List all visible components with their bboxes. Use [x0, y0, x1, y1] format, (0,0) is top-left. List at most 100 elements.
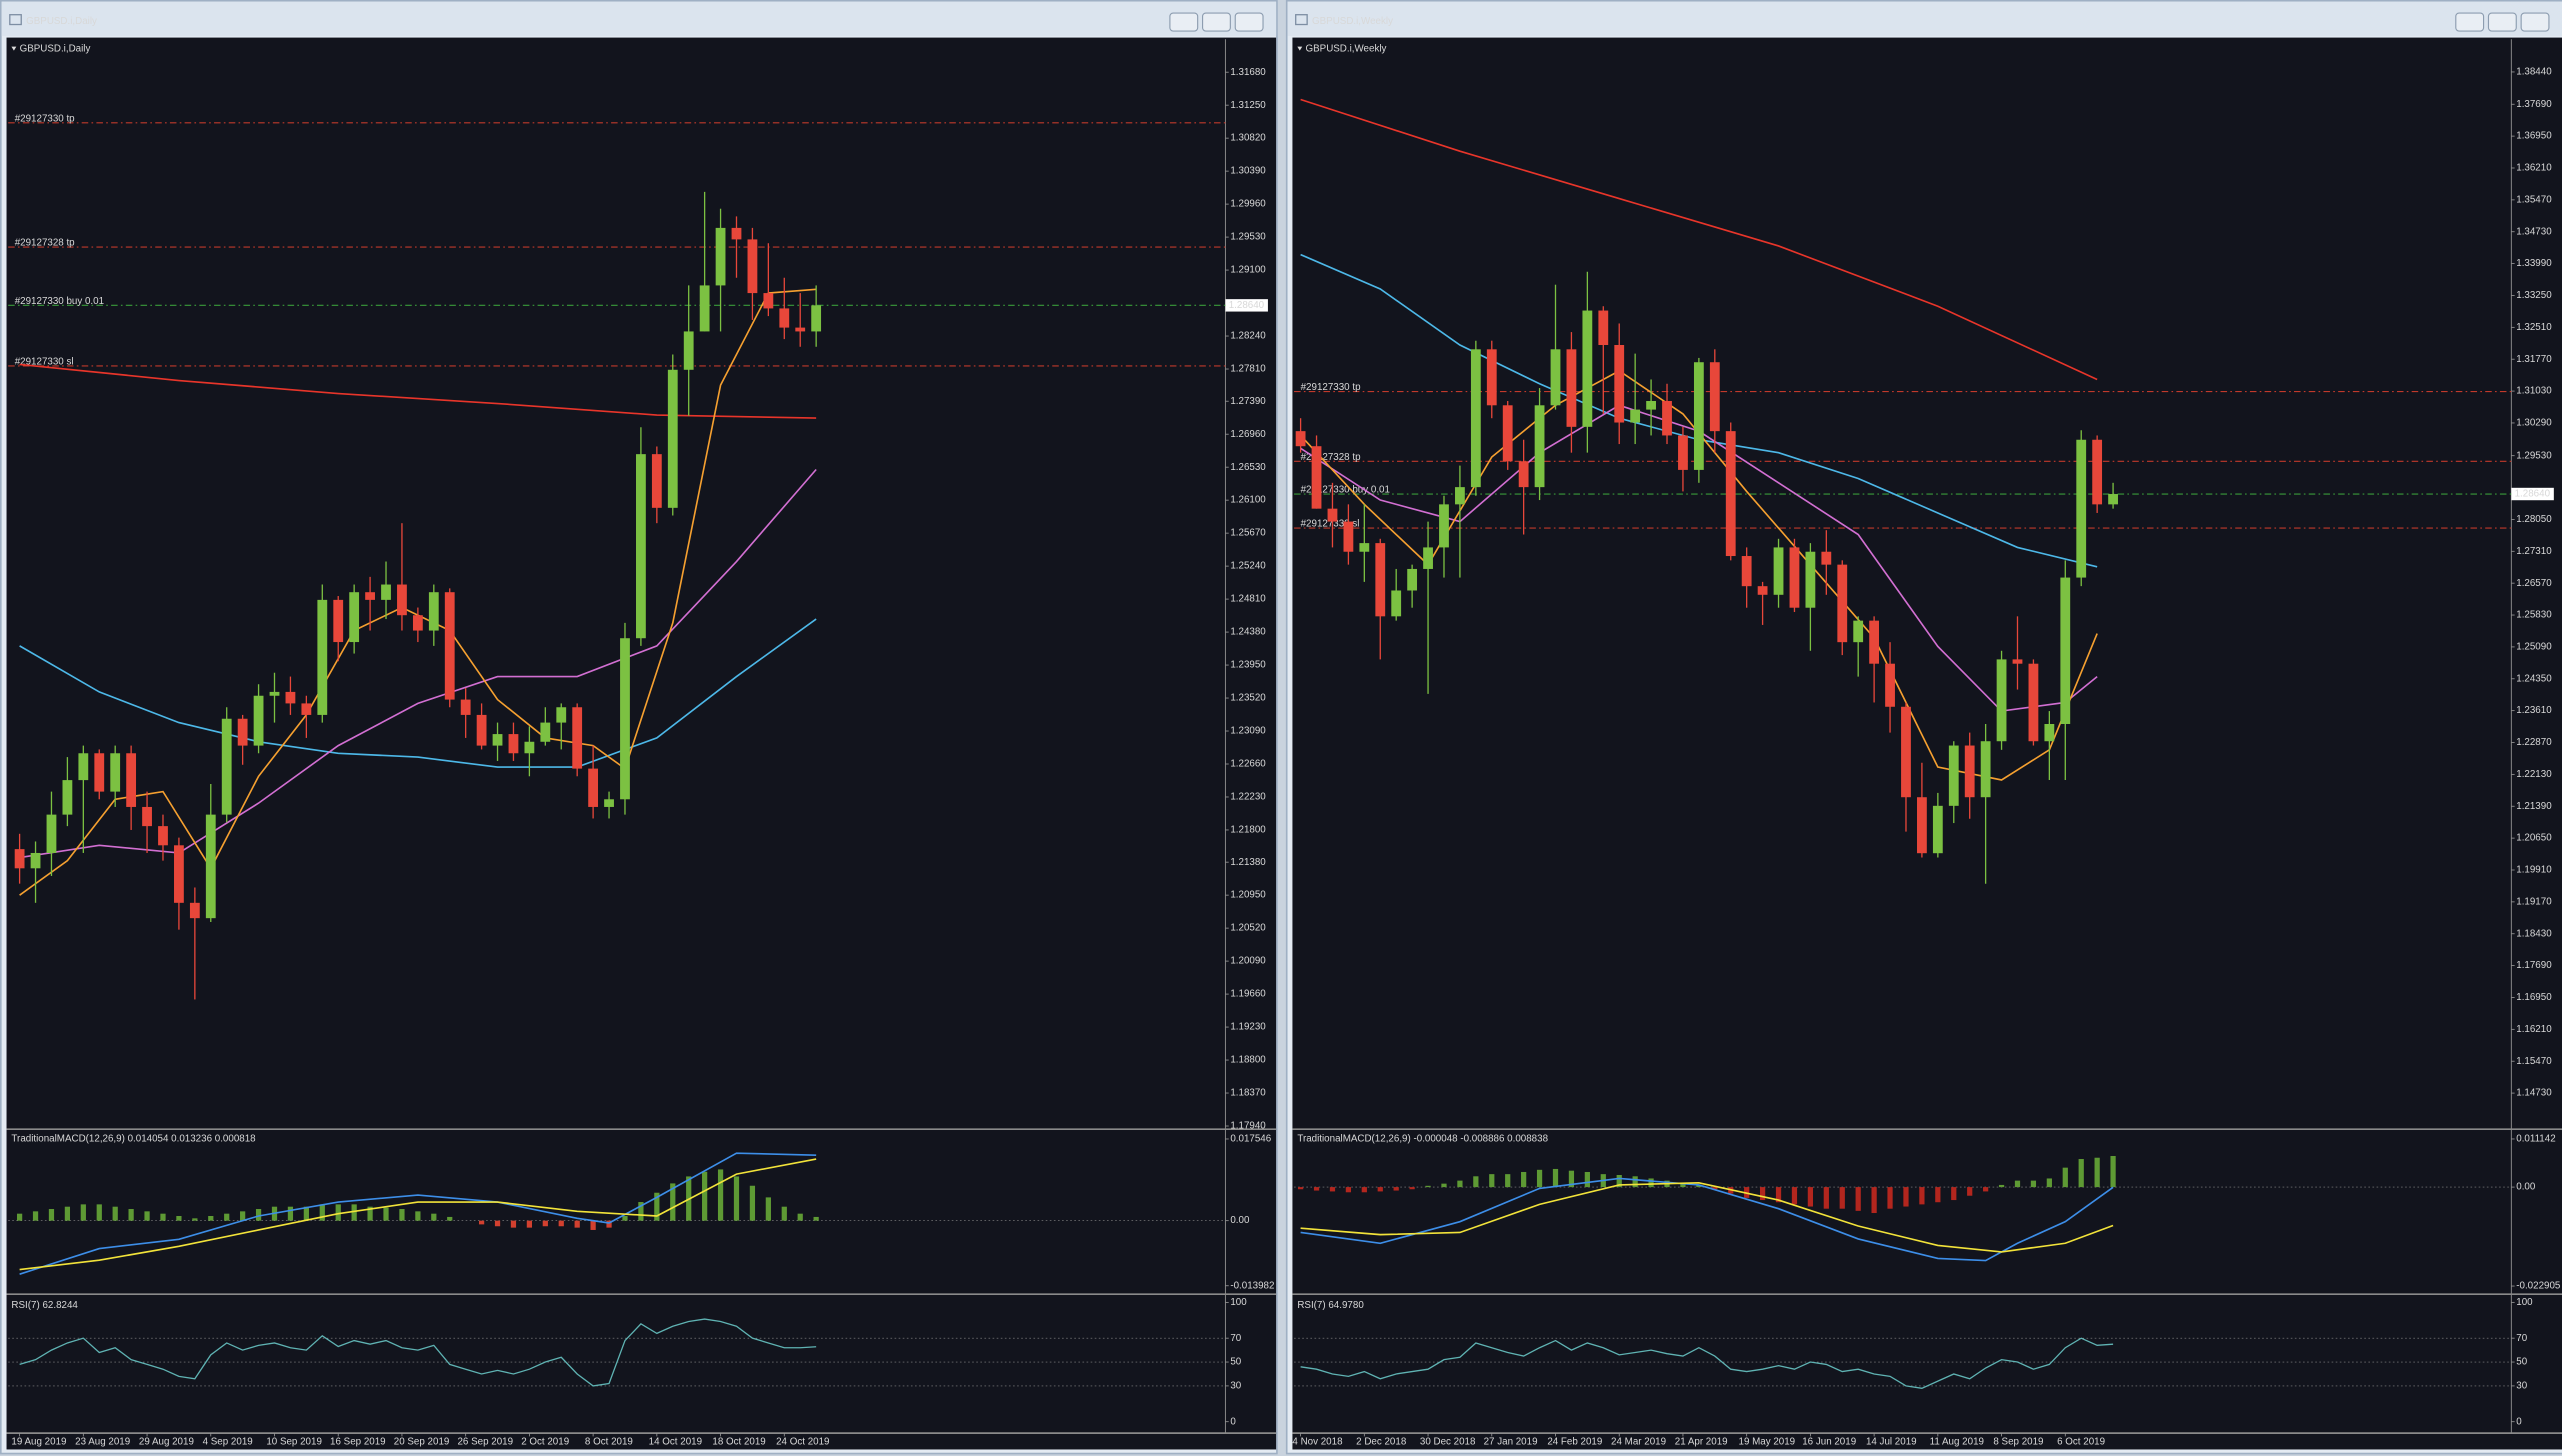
histogram-bar: [1919, 1187, 1925, 1205]
histogram-bar: [208, 1216, 214, 1221]
candle-body: [1662, 400, 1672, 436]
price-tag: [1225, 299, 1268, 312]
candle-body: [333, 599, 344, 643]
histogram-bar: [112, 1206, 118, 1221]
y-tick-label: 1.36950: [2516, 131, 2552, 142]
histogram-bar: [176, 1216, 182, 1221]
close-button[interactable]: [1234, 12, 1264, 32]
histogram-bar: [1823, 1187, 1829, 1209]
y-tick-label: 30: [1230, 1381, 1241, 1392]
histogram-bar: [1584, 1171, 1590, 1188]
x-tick-label: 18 Oct 2019: [712, 1437, 765, 1448]
candle-body: [620, 638, 630, 800]
candle-body: [174, 845, 184, 903]
y-tick-label: 100: [2516, 1297, 2533, 1308]
histogram-bar: [1855, 1187, 1861, 1211]
candle-body: [715, 227, 726, 286]
minimize-button[interactable]: [1169, 12, 1199, 32]
candle-body: [1741, 556, 1752, 587]
candle-body: [1773, 547, 1784, 595]
histogram-bar: [1791, 1187, 1798, 1205]
minimize-button[interactable]: [2455, 12, 2485, 32]
histogram-bar: [1536, 1169, 1543, 1188]
candle-body: [1869, 620, 1880, 664]
candle-body: [1757, 586, 1768, 595]
y-tick-label: 1.26100: [1230, 495, 1266, 506]
histogram-bar: [367, 1206, 373, 1221]
histogram-bar: [1489, 1174, 1495, 1188]
histogram-bar: [1935, 1187, 1941, 1203]
candle-body: [269, 691, 280, 696]
candle-body: [444, 592, 455, 700]
y-tick-label: -0.022905: [2516, 1281, 2561, 1292]
y-tick-label: 1.23520: [1230, 693, 1266, 704]
candle-body: [2092, 439, 2103, 505]
x-tick-label: 14 Jul 2019: [1866, 1437, 1917, 1448]
candle-body: [1327, 508, 1338, 522]
y-tick-label: 1.19660: [1230, 989, 1266, 1000]
candle-body: [683, 331, 694, 370]
maximize-button[interactable]: [2487, 12, 2517, 32]
moving-average: [19, 363, 817, 419]
title-bar: [1, 1, 1277, 36]
y-tick-label: 1.37690: [2516, 99, 2552, 110]
histogram-bar: [1345, 1187, 1352, 1193]
candle-body: [1295, 431, 1306, 447]
histogram-bar: [1696, 1184, 1702, 1188]
candle-body: [1885, 663, 1895, 707]
y-tick-label: 100: [1230, 1297, 1247, 1308]
indicator-line: [1300, 1181, 2114, 1253]
candle-body: [795, 327, 806, 332]
candle-body: [1932, 805, 1943, 854]
x-tick-label: 20 Sep 2019: [394, 1437, 450, 1448]
pane-title: GBPUSD.i,Weekly: [1306, 44, 1387, 55]
window-title: GBPUSD.i,Weekly: [1312, 16, 1393, 27]
y-tick-label: 1.17940: [1230, 1121, 1266, 1132]
y-tick-label: 0: [1230, 1416, 1236, 1427]
candle-body: [1375, 543, 1386, 617]
histogram-bar: [1632, 1176, 1638, 1188]
y-tick-label: 1.35470: [2516, 194, 2552, 205]
x-tick-label: 8 Oct 2019: [585, 1437, 633, 1448]
candle-body: [476, 714, 487, 746]
x-tick-label: 4 Nov 2018: [1292, 1437, 1343, 1448]
y-tick-label: 1.16950: [2516, 992, 2552, 1003]
y-tick-label: 0.00: [2516, 1182, 2536, 1193]
candle-body: [237, 718, 248, 746]
candle-body: [1550, 349, 1561, 406]
histogram-bar: [1839, 1187, 1845, 1209]
histogram-bar: [160, 1213, 166, 1221]
candle-body: [78, 753, 89, 781]
title-bar: [1287, 1, 2562, 36]
close-button[interactable]: [2520, 12, 2550, 32]
y-tick-label: 1.22660: [1230, 759, 1266, 770]
order-label: #29127330 sl: [15, 356, 74, 367]
y-tick-label: 1.25830: [2516, 610, 2552, 621]
maximize-button[interactable]: [1201, 12, 1231, 32]
histogram-bar: [128, 1209, 134, 1221]
y-tick-label: 70: [1230, 1333, 1241, 1344]
histogram-bar: [670, 1183, 676, 1221]
y-tick-label: 1.18800: [1230, 1055, 1266, 1066]
y-tick-label: 1.26570: [2516, 578, 2552, 589]
candle-body: [1630, 409, 1641, 423]
candle-body: [1996, 659, 2007, 742]
x-tick-label: 10 Sep 2019: [266, 1437, 322, 1448]
histogram-bar: [510, 1220, 517, 1228]
candle-body: [253, 695, 264, 746]
x-tick-label: 19 May 2019: [1739, 1437, 1796, 1448]
histogram-bar: [1425, 1185, 1431, 1188]
candle-body: [30, 852, 41, 869]
candle-body: [1455, 487, 1465, 505]
histogram-bar: [351, 1204, 357, 1221]
moving-average: [1300, 98, 2098, 381]
x-tick-label: 23 Aug 2019: [75, 1437, 130, 1448]
y-tick-label: 0.011142: [2516, 1134, 2555, 1145]
y-tick-label: 1.17690: [2516, 960, 2552, 971]
y-tick-label: -0.013982: [1230, 1280, 1274, 1291]
moving-average: [19, 468, 817, 859]
y-tick-label: 1.30290: [2516, 418, 2552, 429]
collapse-icon: [11, 46, 17, 51]
candle-body: [1821, 551, 1832, 565]
